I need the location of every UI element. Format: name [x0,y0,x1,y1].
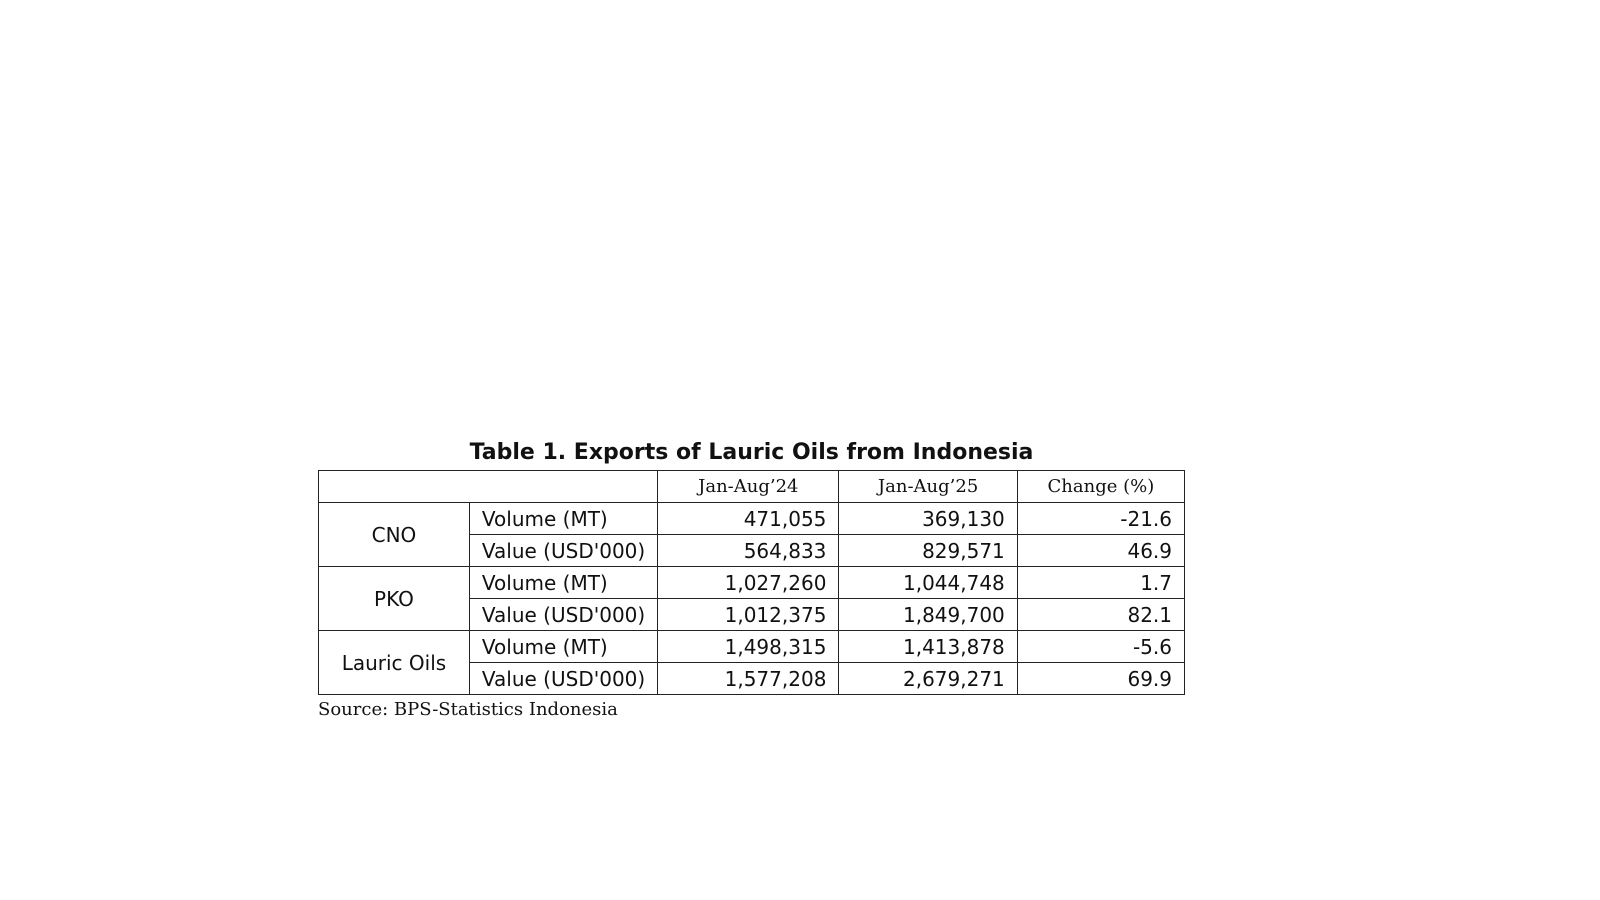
value-cell: 1.7 [1016,566,1186,599]
header-row: Jan-Aug’24 Jan-Aug’25 Change (%) [317,470,1186,503]
value-cell: 1,027,260 [657,566,840,599]
value-cell: -21.6 [1016,502,1186,535]
table-row: PKO Volume (MT) 1,027,260 1,044,748 1.7 [318,566,1186,631]
measure-label: Volume (MT) [468,566,659,599]
value-cell: 1,849,700 [838,598,1018,631]
group-label: PKO [318,566,470,631]
table-body: CNO Volume (MT) 471,055 369,130 -21.6 Value (… [318,502,1186,695]
measure-label: Volume (MT) [468,630,659,663]
value-cell: 82.1 [1016,598,1186,631]
value-cell: 1,012,375 [657,598,840,631]
source-note: Source: BPS-Statistics Indonesia [318,699,618,720]
group-label: Lauric Oils [318,630,470,695]
value-cell: 1,577,208 [657,662,840,695]
value-cell: 369,130 [838,502,1018,535]
measure-label: Value (USD'000) [468,598,659,631]
group-label: CNO [318,502,470,567]
value-cell: 69.9 [1016,662,1186,695]
measure-label: Value (USD'000) [468,662,659,695]
table-block: Table 1. Exports of Lauric Oils from Ind… [317,436,1186,720]
table-row: Lauric Oils Volume (MT) 1,498,315 1,413,878… [318,630,1186,695]
empty-header [317,470,659,503]
table-row: CNO Volume (MT) 471,055 369,130 -21.6 [318,502,1186,567]
value-cell: 46.9 [1016,534,1186,567]
data-table: Jan-Aug’24 Jan-Aug’25 Change (%) CNO Volume… [317,470,1186,695]
column-header: Jan-Aug’25 [838,470,1018,503]
value-cell: 829,571 [838,534,1018,567]
table-row: Value (USD'000) 1,577,208 2,679,271 69.9 [319,662,1186,695]
value-cell: 1,044,748 [838,566,1018,599]
measure-label: Volume (MT) [468,502,659,535]
value-cell: 1,498,315 [657,630,840,663]
value-cell: -5.6 [1016,630,1186,663]
column-header: Change (%) [1016,470,1186,503]
value-cell: 564,833 [657,534,840,567]
column-header: Jan-Aug’24 [657,470,840,503]
value-cell: 1,413,878 [838,630,1018,663]
measure-label: Value (USD'000) [468,534,659,567]
table-title: Table 1. Exports of Lauric Oils from Ind… [469,440,1034,465]
value-cell: 2,679,271 [838,662,1018,695]
value-cell: 471,055 [657,502,840,535]
